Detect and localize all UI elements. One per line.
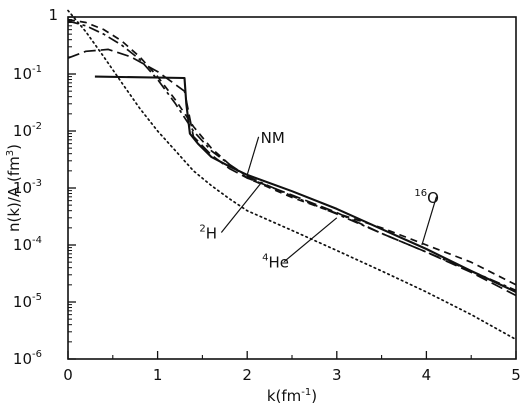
- series-line-0: [94, 75, 517, 293]
- annotation-label: 4He: [262, 253, 289, 272]
- x-tick-label: 3: [332, 366, 342, 384]
- x-tick-label: 2: [242, 366, 252, 384]
- annotation-label: 2H: [199, 224, 217, 243]
- y-tick-label: 10-3: [13, 178, 42, 197]
- axis-ticks: 0 1 2 3 4 5 1 10-1 10-2 10-3 10-4 10-5 10-6: [13, 6, 521, 384]
- annotation-leader: [283, 217, 338, 263]
- x-axis-label: k(fm-1): [267, 387, 317, 405]
- y-tick-label: 10-5: [13, 292, 42, 311]
- y-tick-label: 10-1: [13, 64, 42, 83]
- annotations-group: NM 16O 2H 4He: [199, 129, 439, 272]
- series-line-2: [67, 20, 517, 292]
- annotation-leader: [220, 183, 262, 233]
- x-tick-label: 5: [511, 366, 521, 384]
- y-tick-label: 1: [48, 6, 58, 24]
- y-axis-label: n(k)/A (fm3): [5, 144, 23, 232]
- x-tick-label: 0: [63, 366, 73, 384]
- x-tick-label: 4: [422, 366, 432, 384]
- annotation-label: 16O: [414, 188, 439, 207]
- annotation-leader: [421, 196, 437, 246]
- y-tick-label: 10-6: [13, 349, 42, 368]
- series-line-1: [67, 48, 517, 297]
- annotation-leader: [246, 136, 260, 176]
- plot-frame: [67, 16, 517, 360]
- series-group: [67, 9, 517, 341]
- series-line-3: [67, 18, 517, 286]
- series-line-4: [67, 9, 517, 341]
- annotation-label: NM: [261, 129, 285, 147]
- x-tick-label: 1: [153, 366, 163, 384]
- y-tick-label: 10-4: [13, 235, 42, 254]
- y-tick-label: 10-2: [13, 121, 42, 140]
